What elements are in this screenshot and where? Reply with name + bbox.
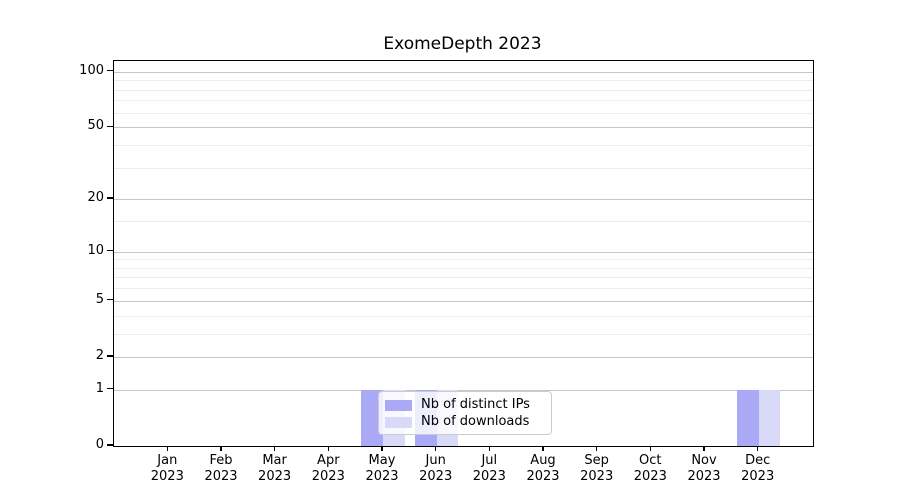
x-tick-mark-dec — [757, 446, 759, 451]
legend-item-downloads: Nb of downloads — [385, 415, 543, 429]
legend-label-downloads: Nb of downloads — [421, 414, 530, 429]
bar-ips-dec — [736, 389, 759, 446]
x-tick-label-jan: Jan — [157, 453, 178, 468]
gridline-minor-9 — [114, 259, 813, 261]
gridline-major-2 — [114, 356, 813, 358]
gridline-major-50 — [114, 127, 813, 129]
x-tick-mark-aug — [542, 446, 544, 451]
gridline-minor-7 — [114, 277, 813, 279]
gridline-minor-30 — [114, 167, 813, 169]
x-tick-year-feb: 2023 — [204, 469, 238, 484]
x-tick-mark-apr — [327, 446, 329, 451]
y-tick-label-5: 5 — [95, 291, 104, 307]
gridline-major-10 — [114, 251, 813, 253]
y-tick-label-20: 20 — [87, 190, 104, 206]
x-tick-mark-nov — [703, 446, 705, 451]
gridline-minor-6 — [114, 288, 813, 290]
gridline-major-1 — [114, 389, 813, 391]
x-tick-label-oct: Oct — [639, 453, 662, 468]
gridline-minor-40 — [114, 144, 813, 146]
x-tick-label-nov: Nov — [691, 453, 717, 468]
y-tick-mark-20 — [107, 197, 113, 199]
x-tick-year-sep: 2023 — [580, 469, 614, 484]
y-tick-mark-100 — [107, 70, 113, 72]
x-tick-label-apr: Apr — [317, 453, 340, 468]
gridline-major-5 — [114, 300, 813, 302]
x-tick-year-may: 2023 — [365, 469, 399, 484]
y-tick-mark-1 — [107, 388, 113, 390]
x-tick-mark-jul — [488, 446, 490, 451]
y-tick-label-2: 2 — [95, 347, 104, 363]
bar-downloads-dec — [758, 389, 781, 446]
x-tick-year-mar: 2023 — [258, 469, 292, 484]
y-tick-mark-2 — [107, 355, 113, 357]
x-tick-label-jul: Jul — [481, 453, 498, 468]
x-tick-mark-may — [381, 446, 383, 451]
gridline-minor-8 — [114, 267, 813, 269]
y-tick-label-10: 10 — [87, 242, 104, 258]
x-tick-label-dec: Dec — [745, 453, 771, 468]
legend-swatch-downloads — [385, 416, 412, 428]
gridline-minor-90 — [114, 80, 813, 82]
chart-title: ExomeDepth 2023 — [383, 34, 542, 54]
x-tick-year-jan: 2023 — [150, 469, 184, 484]
x-tick-year-apr: 2023 — [311, 469, 345, 484]
gridline-minor-3 — [114, 333, 813, 335]
x-tick-label-mar: Mar — [262, 453, 287, 468]
gridline-minor-15 — [114, 221, 813, 223]
x-tick-mark-oct — [649, 446, 651, 451]
x-tick-year-dec: 2023 — [741, 469, 775, 484]
legend: Nb of distinct IPs Nb of downloads — [378, 391, 552, 435]
x-tick-label-aug: Aug — [530, 453, 556, 468]
plot-area — [113, 60, 814, 447]
y-tick-mark-10 — [107, 249, 113, 252]
y-tick-label-100: 100 — [79, 62, 104, 78]
x-tick-label-feb: Feb — [209, 453, 233, 468]
x-tick-mark-jun — [435, 446, 437, 451]
x-tick-mark-jan — [166, 446, 168, 451]
x-tick-year-oct: 2023 — [633, 469, 667, 484]
y-tick-label-1: 1 — [95, 380, 104, 396]
gridline-minor-4 — [114, 315, 813, 317]
gridline-minor-60 — [114, 112, 813, 114]
y-tick-mark-50 — [107, 125, 113, 127]
gridline-minor-70 — [114, 100, 813, 102]
gridline-minor-80 — [114, 89, 813, 91]
gridline-major-100 — [114, 71, 813, 73]
y-tick-label-0: 0 — [95, 437, 104, 452]
x-tick-label-jun: Jun — [425, 453, 446, 468]
x-tick-label-sep: Sep — [584, 453, 609, 468]
x-tick-year-aug: 2023 — [526, 469, 560, 484]
y-tick-mark-0 — [107, 444, 113, 446]
x-tick-mark-mar — [273, 446, 276, 451]
x-tick-label-may: May — [368, 453, 396, 468]
x-tick-year-nov: 2023 — [687, 469, 721, 484]
gridline-major-20 — [114, 199, 813, 201]
plot-canvas — [114, 61, 813, 446]
x-tick-year-jun: 2023 — [419, 469, 453, 484]
legend-swatch-distinct-ips — [385, 399, 412, 411]
y-tick-mark-5 — [107, 299, 113, 301]
x-tick-mark-sep — [596, 446, 598, 451]
x-tick-mark-feb — [220, 446, 222, 451]
x-tick-year-jul: 2023 — [472, 469, 506, 484]
legend-label-distinct-ips: Nb of distinct IPs — [421, 397, 530, 412]
bar-ips-may — [361, 389, 383, 446]
y-tick-label-50: 50 — [87, 118, 104, 134]
legend-item-distinct-ips: Nb of distinct IPs — [385, 398, 543, 412]
